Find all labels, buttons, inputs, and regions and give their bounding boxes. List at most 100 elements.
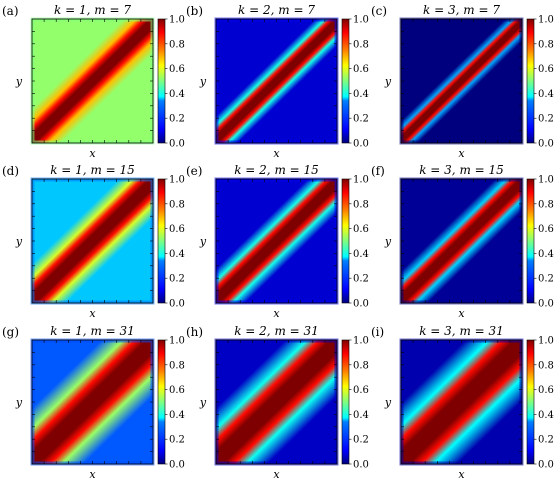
colorbar-tick-label: 0.0 xyxy=(353,139,369,150)
panel-label: (b) xyxy=(186,4,203,18)
colorbar-tick-label: 0.4 xyxy=(353,410,369,421)
panel-title: k = 2, m = 15 xyxy=(234,163,319,177)
y-axis-label: y xyxy=(384,235,392,248)
panel-title: k = 2, m = 7 xyxy=(238,3,315,17)
colorbar-tick-label: 0.4 xyxy=(538,89,554,100)
colorbar xyxy=(157,339,166,465)
colorbar-tick-label: 0.4 xyxy=(538,410,554,421)
panel-c: (c) k = 3, m = 7 x y 0.0 0.2 0.4 0.6 0.8 1.0 xyxy=(371,3,554,160)
colorbar-tick-label: 0.4 xyxy=(353,89,369,100)
colorbar-tick-label: 0.6 xyxy=(353,64,369,75)
colorbar-tick-label: 0.4 xyxy=(353,249,369,260)
x-axis-label: x xyxy=(89,147,96,160)
colorbar-tick-label: 0.0 xyxy=(538,299,554,310)
panel-label: (i) xyxy=(371,325,384,339)
colorbar-tick-label: 0.2 xyxy=(538,274,554,285)
colorbar-tick-label: 0.6 xyxy=(353,385,369,396)
heatmap-field xyxy=(32,19,153,143)
colorbar-tick-label: 0.0 xyxy=(353,460,369,471)
colorbar xyxy=(157,18,166,144)
colorbar-tick-label: 0.8 xyxy=(538,199,554,210)
x-axis-label: x xyxy=(273,147,280,160)
panel-label: (a) xyxy=(2,4,19,18)
colorbar-tick-label: 0.6 xyxy=(353,224,369,235)
y-axis-label: y xyxy=(15,396,23,409)
x-axis-label: x xyxy=(458,307,465,320)
colorbar-tick-label: 0.8 xyxy=(353,199,369,210)
colorbar-tick-label: 0.0 xyxy=(538,139,554,150)
colorbar-tick-label: 0.8 xyxy=(538,39,554,50)
heatmap-field xyxy=(216,340,337,464)
panel-label: (e) xyxy=(186,164,202,178)
panel-b: (b) k = 2, m = 7 x y 0.0 0.2 0.4 0.6 0.8 1.0 xyxy=(186,3,369,160)
colorbar-tick-label: 0.6 xyxy=(538,224,554,235)
colorbar-tick-label: 1.0 xyxy=(538,336,554,347)
panel-h: (h) k = 2, m = 31 x y 0.0 0.2 0.4 0.6 0.8 1.0 xyxy=(186,324,369,481)
colorbar xyxy=(157,178,166,304)
colorbar-tick-label: 0.2 xyxy=(538,435,554,446)
x-axis-label: x xyxy=(89,468,96,481)
colorbar-tick-label: 1.0 xyxy=(169,175,185,186)
y-axis-label: y xyxy=(384,396,392,409)
colorbar-tick-label: 0.2 xyxy=(169,114,185,125)
colorbar-tick-label: 0.4 xyxy=(169,249,185,260)
colorbar-tick-label: 0.2 xyxy=(353,435,369,446)
colorbar-tick-label: 0.2 xyxy=(169,274,185,285)
panel-label: (d) xyxy=(2,164,19,178)
colorbar-tick-label: 0.0 xyxy=(353,299,369,310)
colorbar-tick-label: 0.8 xyxy=(353,39,369,50)
y-axis-label: y xyxy=(199,396,207,409)
panel-i: (i) k = 3, m = 31 x y 0.0 0.2 0.4 0.6 0.8 1.0 xyxy=(371,324,554,481)
colorbar xyxy=(526,18,535,144)
colorbar xyxy=(341,18,350,144)
panel-a: (a) k = 1, m = 7 x y 0.0 0.2 0.4 0.6 0.8 1.0 xyxy=(2,3,185,160)
heatmap-field xyxy=(401,340,522,464)
colorbar-tick-label: 1.0 xyxy=(353,175,369,186)
x-axis-label: x xyxy=(458,147,465,160)
heatmap-field xyxy=(216,19,337,143)
colorbar-tick-label: 0.8 xyxy=(169,360,185,371)
colorbar-tick-label: 0.6 xyxy=(169,64,185,75)
y-axis-label: y xyxy=(15,235,23,248)
colorbar-tick-label: 0.8 xyxy=(353,360,369,371)
colorbar xyxy=(341,178,350,304)
colorbar-tick-label: 0.8 xyxy=(538,360,554,371)
colorbar xyxy=(341,339,350,465)
heatmap-field xyxy=(401,19,522,143)
y-axis-label: y xyxy=(15,75,23,88)
colorbar-tick-label: 0.8 xyxy=(169,39,185,50)
colorbar-tick-label: 0.6 xyxy=(538,385,554,396)
colorbar-tick-label: 0.6 xyxy=(538,64,554,75)
colorbar-tick-label: 0.0 xyxy=(538,460,554,471)
panel-title: k = 3, m = 7 xyxy=(423,3,500,17)
colorbar-tick-label: 1.0 xyxy=(538,175,554,186)
colorbar-tick-label: 1.0 xyxy=(538,15,554,26)
heatmap-field xyxy=(32,179,153,303)
x-axis-label: x xyxy=(89,307,96,320)
colorbar-tick-label: 0.0 xyxy=(169,299,185,310)
y-axis-label: y xyxy=(199,235,207,248)
colorbar-tick-label: 0.4 xyxy=(169,410,185,421)
colorbar-tick-label: 0.2 xyxy=(538,114,554,125)
panel-f: (f) k = 3, m = 15 x y 0.0 0.2 0.4 0.6 0.8 1.0 xyxy=(371,163,554,320)
panel-title: k = 1, m = 15 xyxy=(50,163,135,177)
colorbar-tick-label: 1.0 xyxy=(169,15,185,26)
panel-label: (f) xyxy=(371,164,385,178)
colorbar-tick-label: 0.2 xyxy=(169,435,185,446)
panel-g: (g) k = 1, m = 31 x y 0.0 0.2 0.4 0.6 0.8 1.0 xyxy=(2,324,185,481)
panel-d: (d) k = 1, m = 15 x y 0.0 0.2 0.4 0.6 0.8 1.0 xyxy=(2,163,185,320)
colorbar-tick-label: 0.2 xyxy=(353,114,369,125)
colorbar-tick-label: 0.8 xyxy=(169,199,185,210)
x-axis-label: x xyxy=(273,307,280,320)
colorbar-tick-label: 1.0 xyxy=(169,336,185,347)
heatmap-field xyxy=(32,340,153,464)
heatmap-field xyxy=(401,179,522,303)
panel-title: k = 1, m = 7 xyxy=(54,3,131,17)
colorbar-tick-label: 1.0 xyxy=(353,15,369,26)
panel-label: (h) xyxy=(186,325,203,339)
colorbar-tick-label: 0.2 xyxy=(353,274,369,285)
colorbar-tick-label: 0.0 xyxy=(169,139,185,150)
colorbar xyxy=(526,178,535,304)
colorbar-tick-label: 0.4 xyxy=(538,249,554,260)
